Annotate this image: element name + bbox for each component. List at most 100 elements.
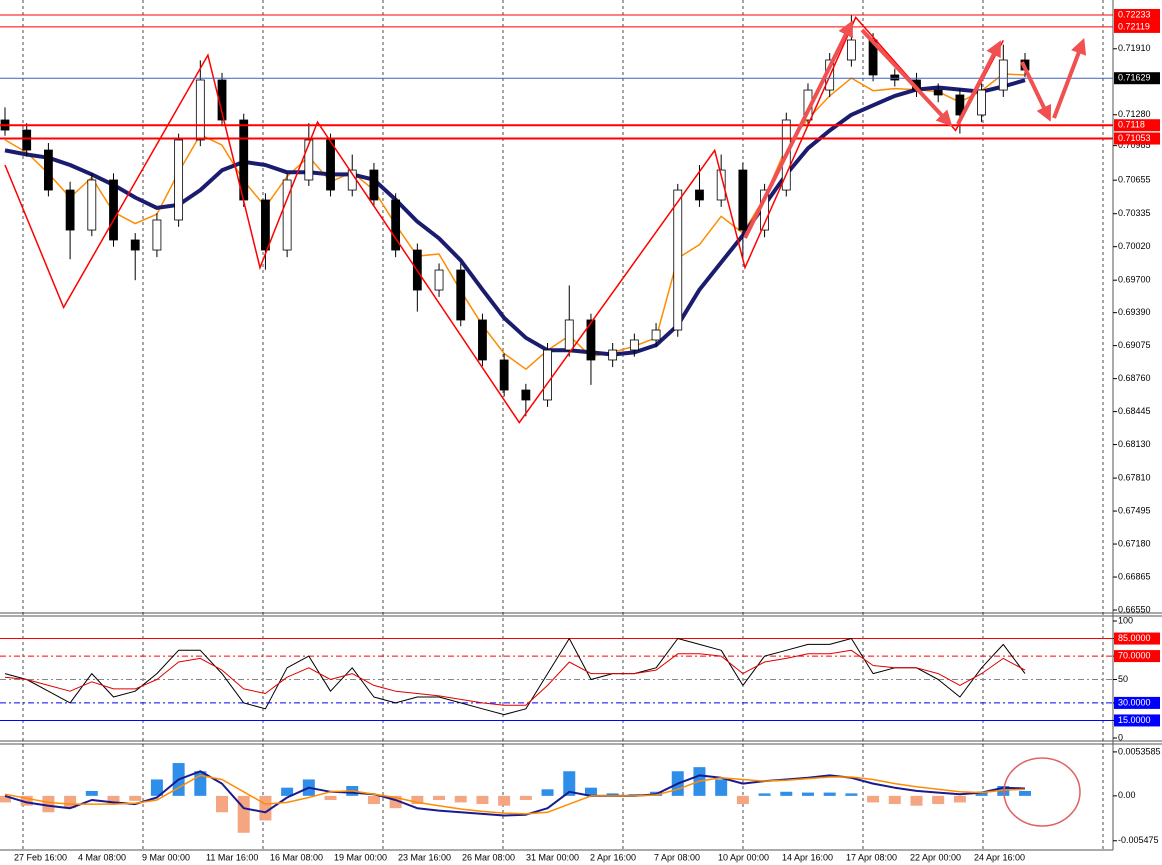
candle-body <box>87 179 97 231</box>
candle-body <box>217 79 227 121</box>
y-tick-label: 0.68445 <box>1118 406 1151 416</box>
arrow <box>1020 61 1052 122</box>
histogram-bar <box>541 789 554 796</box>
candle-body <box>130 239 140 251</box>
candle-body <box>456 269 466 321</box>
x-tick-label: 16 Mar 08:00 <box>270 852 323 862</box>
histogram-bar <box>411 795 424 805</box>
candle-body <box>716 169 726 201</box>
highlight-circle <box>1003 757 1081 827</box>
histogram-bar <box>454 795 467 803</box>
histogram-bar <box>563 771 576 796</box>
histogram-bar <box>801 792 814 796</box>
x-tick-label: 4 Mar 08:00 <box>78 852 126 862</box>
histogram-bar <box>736 795 749 805</box>
x-tick-label: 11 Mar 16:00 <box>206 852 258 862</box>
y-tick-label: 0.69700 <box>1118 275 1151 285</box>
arrow <box>956 40 1001 125</box>
y-tick-label: 0.68130 <box>1118 439 1151 449</box>
histogram-bar <box>367 795 380 805</box>
histogram-bar <box>85 790 98 796</box>
price-label-box <box>1114 132 1160 145</box>
histogram-bar <box>42 795 55 813</box>
price-label: 0.71053 <box>1118 133 1151 143</box>
candle-body <box>695 189 704 201</box>
candle-body <box>890 74 900 81</box>
y-tick-label: -0.005475 <box>1118 835 1159 845</box>
x-tick-label: 22 Apr 00:00 <box>910 852 961 862</box>
level-label-box <box>1114 714 1160 727</box>
histogram-bar <box>498 795 511 806</box>
level-label-box <box>1114 632 1160 645</box>
x-tick-label: 19 Mar 00:00 <box>334 852 387 862</box>
x-tick-label: 26 Mar 08:00 <box>462 852 515 862</box>
histogram-bar <box>888 795 901 805</box>
histogram-bar <box>476 795 489 805</box>
candle-body <box>586 319 596 361</box>
candle-body <box>846 39 856 61</box>
histogram-bar <box>259 795 272 821</box>
histogram-bar <box>910 795 923 806</box>
candle-body <box>977 89 986 116</box>
level-label-box <box>1114 696 1160 709</box>
candle-body <box>391 199 401 251</box>
candle-body <box>521 389 531 401</box>
level-label-box <box>1114 650 1160 663</box>
histogram-bar <box>0 795 11 803</box>
candle-body <box>195 79 205 141</box>
y-tick-label: 0.66865 <box>1118 571 1151 581</box>
price-label-box <box>1114 72 1160 85</box>
y-tick-label: 0.67810 <box>1118 472 1151 482</box>
histogram-bar <box>20 795 33 806</box>
y-tick-label: 30.0000 <box>1118 697 1151 707</box>
price-label: 0.72119 <box>1118 21 1150 31</box>
histogram-bar <box>237 795 250 833</box>
candle-body <box>261 199 270 251</box>
candle-body <box>109 179 118 241</box>
histogram-bar <box>150 779 163 796</box>
y-tick-label: 70.0000 <box>1118 650 1151 660</box>
histogram-bar <box>975 791 988 796</box>
y-tick-label: 0.70020 <box>1118 241 1151 251</box>
candle-body <box>564 319 574 351</box>
candle-body <box>282 179 292 251</box>
candle-body <box>65 189 75 231</box>
histogram-bar <box>433 795 446 800</box>
price-label: 0.71629 <box>1118 73 1151 83</box>
y-tick-label: 85.0000 <box>1118 633 1151 643</box>
candle-body <box>738 169 748 231</box>
x-tick-label: 31 Mar 00:00 <box>526 852 579 862</box>
y-tick-label: 0.71910 <box>1118 43 1151 53</box>
histogram-bar <box>823 792 836 796</box>
x-tick-label: 9 Mar 00:00 <box>142 852 190 862</box>
histogram-bar <box>216 795 229 813</box>
candle-body <box>152 219 162 251</box>
y-tick-label: 0.69390 <box>1118 307 1151 317</box>
forecast-arrows <box>743 20 1087 239</box>
y-tick-label: 50 <box>1118 674 1128 684</box>
x-tick-label: 24 Apr 16:00 <box>974 852 1025 862</box>
histogram-bar <box>845 793 858 796</box>
price-label: 0.72233 <box>1118 9 1151 19</box>
candle-body <box>543 349 552 401</box>
y-tick-label: 0 <box>1118 732 1123 742</box>
x-tick-label: 27 Feb 16:00 <box>14 852 67 862</box>
candle-body <box>955 94 965 116</box>
histogram-bar <box>758 793 771 796</box>
y-tick-label: 0.70985 <box>1118 140 1151 150</box>
arrow <box>1052 38 1087 119</box>
y-tick-label: 0.0053585 <box>1118 746 1161 756</box>
x-tick-label: 23 Mar 16:00 <box>398 852 451 862</box>
y-tick-label: 0.70655 <box>1118 175 1151 185</box>
indicator-line <box>4 649 1026 706</box>
y-tick-label: 15.0000 <box>1118 715 1151 725</box>
candle-body <box>44 149 53 191</box>
candle-body <box>499 359 509 391</box>
candle-body <box>326 139 335 191</box>
y-tick-label: 0.70335 <box>1118 208 1151 218</box>
histogram-bar <box>780 791 793 796</box>
y-tick-label: 0.67180 <box>1118 538 1151 548</box>
